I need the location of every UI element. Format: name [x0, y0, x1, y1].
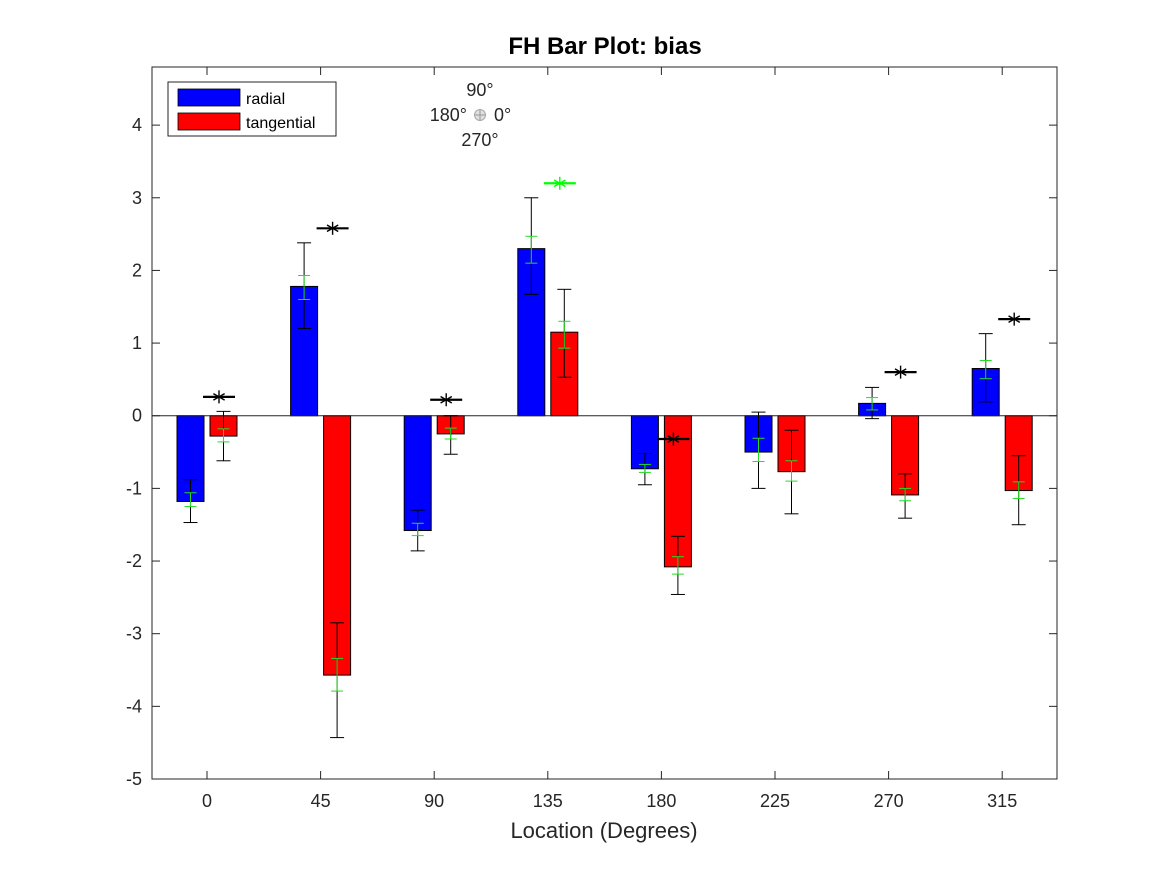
y-tick-label: -4 — [126, 696, 142, 716]
compass-label-0: 0° — [494, 105, 511, 125]
y-tick-label: 2 — [132, 260, 142, 280]
compass-label-90: 90° — [466, 80, 493, 100]
x-tick-label: 270 — [874, 791, 904, 811]
x-tick-label: 45 — [311, 791, 331, 811]
chart-title: FH Bar Plot: bias — [508, 33, 701, 60]
legend-swatch-tangential — [177, 112, 241, 131]
compass-crosshair-icon — [474, 109, 486, 121]
star-marker — [1008, 315, 1021, 323]
star-marker — [667, 435, 680, 443]
y-tick-label: 1 — [132, 333, 142, 353]
y-tick-label: -1 — [126, 478, 142, 498]
star-marker — [553, 179, 566, 188]
y-tick-label: 0 — [132, 406, 142, 426]
legend-label-tangential: tangential — [246, 115, 315, 132]
y-tick-label: -5 — [126, 769, 142, 789]
legend[interactable]: radial tangential — [167, 81, 337, 137]
x-tick-label: 315 — [987, 791, 1017, 811]
y-tick-label: 4 — [132, 115, 142, 135]
compass-label-270: 270° — [461, 130, 498, 150]
star-marker — [440, 395, 453, 404]
legend-swatch-radial — [177, 88, 241, 107]
compass-label-180: 180° — [430, 105, 467, 125]
star-marker — [326, 224, 339, 233]
star-marker — [213, 392, 225, 401]
x-tick-label: 135 — [533, 791, 563, 811]
x-tick-label: 180 — [646, 791, 676, 811]
y-tick-label: -3 — [126, 624, 142, 644]
compass-annotation: 90° 180° 0° 270° — [430, 80, 511, 150]
axes-box — [151, 66, 1058, 780]
x-tick-label: 0 — [202, 791, 212, 811]
y-tick-label: 3 — [132, 188, 142, 208]
x-axis-label: Location (Degrees) — [510, 818, 697, 843]
x-tick-label: 225 — [760, 791, 790, 811]
x-tick-label: 90 — [424, 791, 444, 811]
plot-area: -5 -4 -3 -2 -1 0 1 2 3 4 0 45 90 135 180 225 270 315 — [126, 66, 1058, 811]
y-tick-label: -2 — [126, 551, 142, 571]
star-marker — [894, 368, 907, 376]
legend-label-radial: radial — [246, 91, 285, 108]
